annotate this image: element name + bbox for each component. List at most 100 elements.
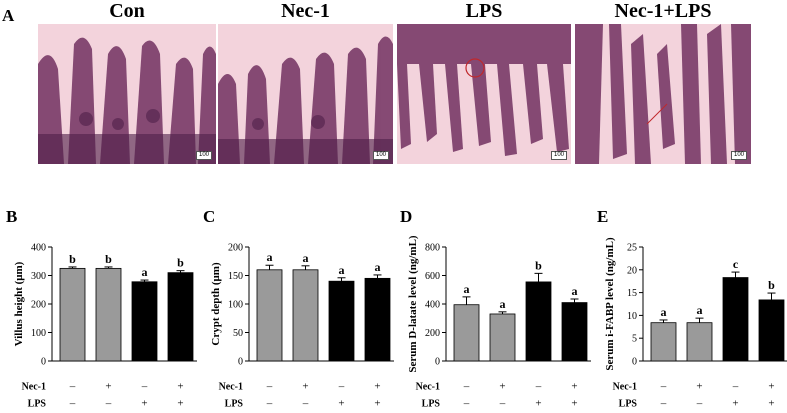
y-tick-label: 200 bbox=[31, 300, 46, 311]
y-tick-label: 5 bbox=[632, 334, 637, 345]
significance-letter: a bbox=[267, 250, 273, 264]
bar bbox=[131, 281, 158, 362]
treatment-sign: – bbox=[499, 398, 506, 410]
treatment-sign: – bbox=[302, 398, 309, 410]
scale-bar-label: 100 bbox=[195, 151, 212, 160]
treatment-sign: + bbox=[105, 381, 111, 393]
treatment-sign: + bbox=[768, 381, 774, 393]
bar bbox=[722, 277, 749, 362]
significance-letter: a bbox=[572, 284, 578, 298]
panel-a-letter: A bbox=[2, 6, 15, 25]
y-tick-label: 10 bbox=[627, 311, 637, 322]
significance-letter: c bbox=[733, 257, 739, 271]
y-tick-label: 100 bbox=[228, 300, 243, 311]
scale-bar-label: 100 bbox=[550, 151, 567, 160]
treatment-sign: + bbox=[499, 381, 505, 393]
significance-letter: a bbox=[339, 263, 345, 277]
treatment-sign: + bbox=[696, 381, 702, 393]
y-tick-label: 15 bbox=[627, 288, 637, 299]
micrograph-lps: 100 bbox=[397, 24, 571, 164]
y-axis-label: Serum D-latate level (ng/mL) bbox=[407, 235, 419, 372]
treatment-label: Nec-1 bbox=[22, 382, 46, 393]
bar bbox=[561, 302, 588, 362]
significance-letter: b bbox=[177, 256, 184, 270]
treatment-sign: – bbox=[105, 398, 112, 410]
treatment-sign: – bbox=[660, 398, 667, 410]
treatment-sign: – bbox=[141, 381, 148, 393]
treatment-label: LPS bbox=[422, 399, 441, 410]
micrograph-nec1-lps: 100 bbox=[575, 24, 751, 164]
significance-letter: a bbox=[375, 260, 381, 274]
treatment-sign: + bbox=[374, 381, 380, 393]
treatment-sign: – bbox=[338, 381, 345, 393]
treatment-label: LPS bbox=[619, 399, 638, 410]
y-tick-label: 800 bbox=[425, 243, 440, 254]
scale-bar-label: 100 bbox=[372, 151, 389, 160]
treatment-label: LPS bbox=[225, 399, 244, 410]
bar bbox=[453, 304, 480, 362]
treatment-sign: – bbox=[732, 381, 739, 393]
micrograph-title-con: Con bbox=[109, 0, 145, 22]
bar bbox=[59, 267, 86, 362]
y-tick-label: 600 bbox=[425, 271, 440, 282]
y-tick-label: 200 bbox=[228, 243, 243, 254]
bar bbox=[758, 299, 785, 362]
treatment-sign: – bbox=[696, 398, 703, 410]
y-tick-label: 200 bbox=[425, 328, 440, 339]
panel-letter: E bbox=[597, 207, 608, 226]
chart-b: B Villus height (μm) 0 100 200 300 400 b b a b Nec-… bbox=[6, 207, 197, 410]
significance-letter: b bbox=[535, 258, 542, 272]
treatment-label: Nec-1 bbox=[613, 382, 637, 393]
micrograph-title-nec1-lps: Nec-1+LPS bbox=[614, 0, 712, 22]
treatment-sign: + bbox=[177, 398, 183, 410]
y-tick-label: 25 bbox=[627, 243, 637, 254]
treatment-sign: – bbox=[69, 381, 76, 393]
chart-e: E Serum i-FABP level (ng/mL) 0 5 10 15 20 25 a a c… bbox=[597, 207, 787, 410]
bar bbox=[686, 322, 713, 362]
bar bbox=[167, 272, 194, 362]
treatment-sign: + bbox=[338, 398, 344, 410]
significance-letter: a bbox=[697, 303, 703, 317]
bar bbox=[364, 277, 391, 362]
y-tick-label: 0 bbox=[632, 357, 637, 368]
bar bbox=[328, 280, 355, 362]
panel-letter: C bbox=[203, 207, 215, 226]
y-tick-label: 100 bbox=[31, 328, 46, 339]
significance-letter: a bbox=[464, 282, 470, 296]
panel-letter: B bbox=[6, 207, 17, 226]
scale-bar-label: 100 bbox=[730, 151, 747, 160]
y-axis-label: Villus height (μm) bbox=[13, 261, 25, 346]
bar bbox=[256, 269, 283, 362]
treatment-label: Nec-1 bbox=[219, 382, 243, 393]
treatment-sign: + bbox=[768, 398, 774, 410]
bar bbox=[489, 313, 516, 362]
y-tick-label: 150 bbox=[228, 271, 243, 282]
panel-letter: D bbox=[400, 207, 412, 226]
significance-letter: a bbox=[142, 265, 148, 279]
bar bbox=[650, 322, 677, 362]
treatment-sign: – bbox=[266, 381, 273, 393]
significance-letter: a bbox=[500, 297, 506, 311]
significance-letter: a bbox=[661, 305, 667, 319]
treatment-sign: – bbox=[660, 381, 667, 393]
treatment-sign: – bbox=[69, 398, 76, 410]
treatment-sign: + bbox=[141, 398, 147, 410]
treatment-sign: + bbox=[177, 381, 183, 393]
y-tick-label: 0 bbox=[435, 357, 440, 368]
y-tick-label: 20 bbox=[627, 265, 637, 276]
significance-letter: b bbox=[69, 252, 76, 266]
y-tick-label: 400 bbox=[425, 300, 440, 311]
treatment-sign: – bbox=[266, 398, 273, 410]
treatment-sign: – bbox=[463, 381, 470, 393]
y-axis-label: Crypt depth (μm) bbox=[210, 262, 222, 346]
treatment-sign: + bbox=[732, 398, 738, 410]
y-axis-label: Serum i-FABP level (ng/mL) bbox=[604, 237, 616, 371]
treatment-sign: – bbox=[463, 398, 470, 410]
y-tick-label: 50 bbox=[233, 328, 243, 339]
micrograph-title-lps: LPS bbox=[465, 0, 503, 22]
treatment-label: Nec-1 bbox=[416, 382, 440, 393]
treatment-sign: – bbox=[535, 381, 542, 393]
chart-d: D Serum D-latate level (ng/mL) 0 200 400 600 8… bbox=[400, 207, 591, 410]
micrograph-nec1: 100 bbox=[218, 24, 393, 164]
y-tick-label: 0 bbox=[41, 357, 46, 368]
